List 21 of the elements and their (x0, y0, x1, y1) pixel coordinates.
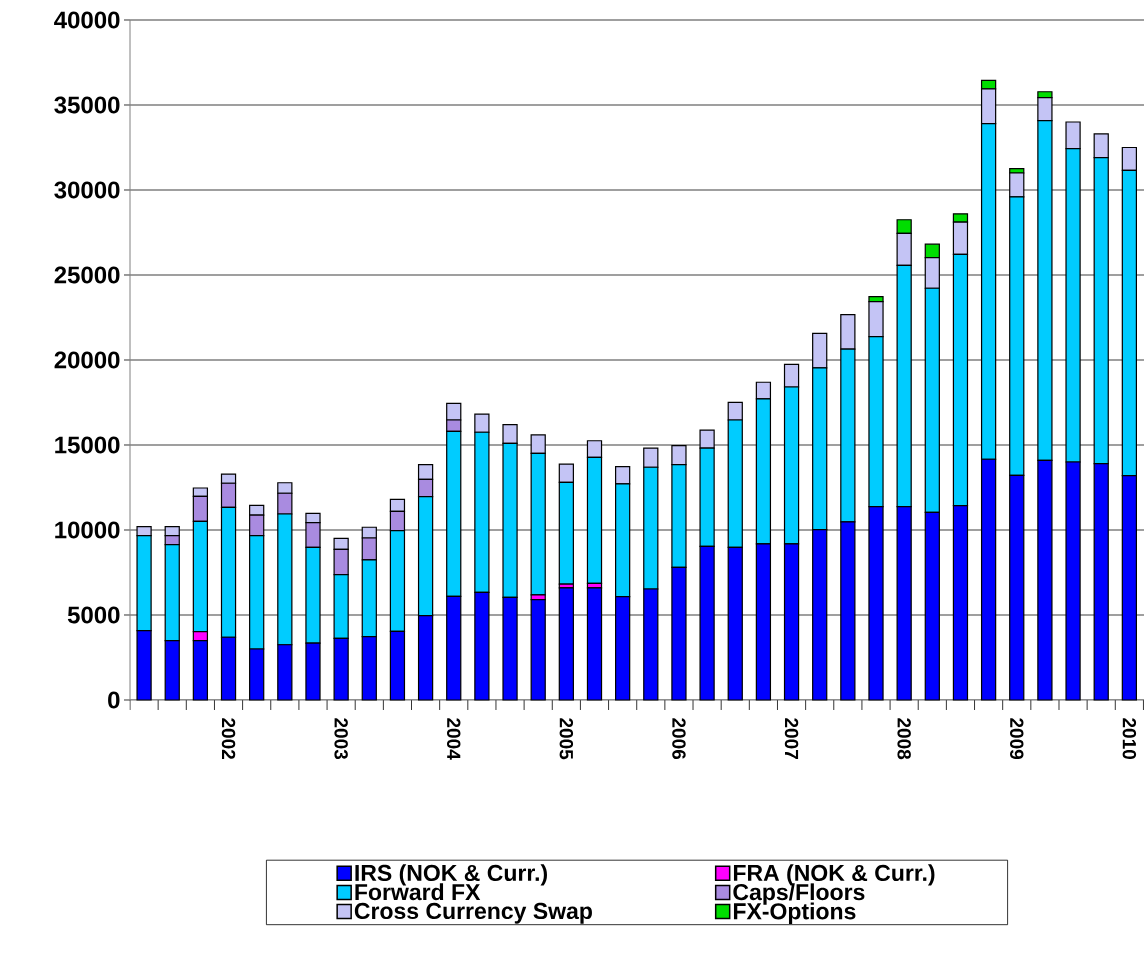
y-tick-label: 10000 (55, 521, 120, 539)
x-tick-label: 2003 (334, 718, 348, 760)
x-tick-label: 2007 (784, 718, 799, 759)
y-tick-label: 40000 (54, 11, 120, 29)
y-tick-label: 25000 (54, 266, 120, 284)
y-tick-label: 30000 (54, 181, 120, 199)
x-tick-label: 2009 (1010, 718, 1024, 760)
x-tick-label: 2004 (447, 718, 461, 760)
y-tick-label: 0 (108, 691, 120, 709)
x-tick-label: 2010 (1122, 718, 1137, 759)
x-tick-label: 2006 (672, 718, 686, 760)
y-tick-label: 35000 (54, 96, 120, 114)
bar (558, 587, 574, 701)
x-tick-label: 2005 (559, 718, 574, 760)
y-tick-label: 5000 (67, 606, 120, 624)
y-tick-label: 15000 (55, 436, 120, 454)
x-tick-label: 2008 (897, 718, 911, 760)
y-tick-label: 20000 (54, 351, 120, 369)
legend-label: Cross Currency Swap (354, 902, 592, 924)
x-tick-label: 2002 (221, 718, 236, 760)
bar (586, 587, 603, 701)
